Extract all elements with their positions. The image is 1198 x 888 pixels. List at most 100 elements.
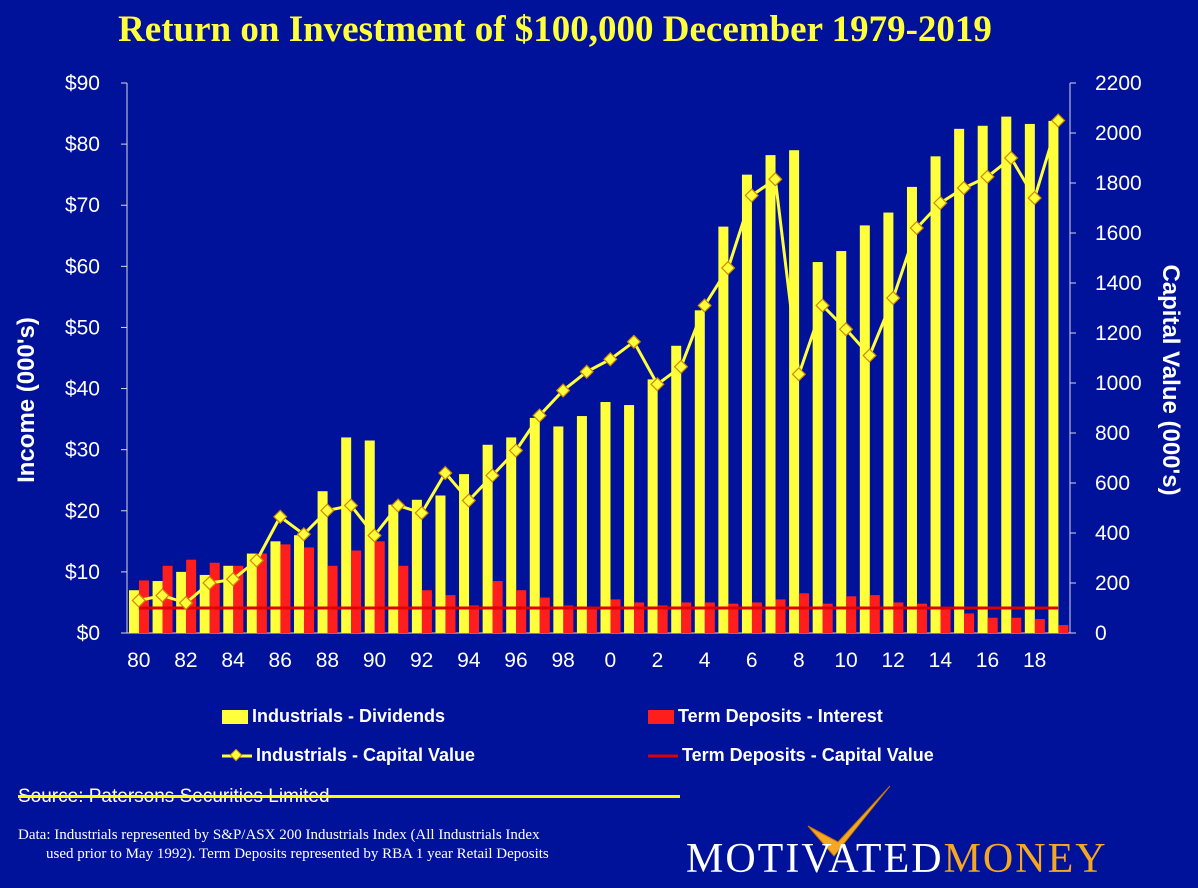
y-right-tick-label: 200: [1095, 572, 1130, 595]
dividend-bar: [741, 174, 752, 633]
y-left-tick-label: $60: [65, 255, 100, 278]
interest-bar: [610, 599, 621, 633]
capital-point: [532, 408, 547, 423]
dividend-bar: [765, 155, 776, 633]
capital-point: [744, 188, 759, 203]
dividend-bar: [270, 541, 281, 633]
line-series: [131, 113, 1066, 611]
dividend-bar: [1024, 123, 1035, 633]
dividend-bar: [859, 225, 870, 633]
logo-word-2: MONEY: [943, 836, 1108, 882]
interest-bar: [728, 603, 739, 633]
legend-label: Industrials - Capital Value: [256, 745, 476, 765]
capital-point: [155, 588, 170, 603]
capital-point: [697, 298, 712, 313]
capital-point: [438, 465, 453, 481]
dividend-bar: [459, 474, 470, 633]
y-left-tick-label: $0: [77, 622, 100, 645]
dividend-bar: [341, 437, 352, 633]
dividend-bar: [576, 416, 587, 633]
x-tick-label: 12: [882, 649, 905, 672]
capital-point: [1003, 150, 1019, 166]
capital-point: [485, 468, 500, 483]
x-tick-label: 18: [1023, 649, 1046, 672]
legend-item-deposits-capital: Term Deposits - Capital Value: [648, 745, 934, 766]
x-tick-label: 92: [410, 649, 433, 672]
dividend-bar: [812, 262, 823, 633]
legend-swatch-yellow-line: [222, 749, 252, 762]
capital-point: [555, 383, 571, 398]
interest-bar: [799, 593, 810, 633]
checkmark-logo-icon: [807, 785, 891, 857]
capital-point: [768, 172, 783, 187]
interest-bar: [634, 602, 645, 633]
x-tick-label: 90: [363, 649, 386, 672]
industrials-capital-line: [138, 120, 1060, 605]
capital-point: [390, 498, 406, 513]
dividend-bar: [1048, 120, 1059, 633]
capital-point: [815, 298, 830, 313]
interest-bar: [893, 602, 904, 633]
interest-bar: [256, 553, 267, 633]
dividend-bar: [223, 565, 234, 633]
capital-point: [249, 553, 264, 568]
capital-point: [956, 180, 972, 196]
x-tick-label: 6: [746, 649, 758, 672]
x-tick-label: 8: [793, 649, 805, 672]
dividend-bar: [294, 535, 305, 633]
dividend-bar: [694, 310, 705, 633]
interest-bar: [681, 602, 692, 633]
dividend-bar: [977, 125, 988, 634]
chart-title: Return on Investment of $100,000 Decembe…: [118, 9, 992, 50]
capital-point: [838, 322, 854, 337]
dividend-bar: [199, 574, 210, 633]
data-note: Data: Industrials represented by S&P/ASX…: [18, 826, 549, 864]
x-tick-label: 94: [457, 649, 481, 672]
capital-point: [273, 509, 288, 524]
interest-bar: [304, 547, 315, 633]
y-left-tick-label: $10: [65, 561, 100, 584]
capital-point: [508, 443, 524, 458]
capital-point: [603, 352, 618, 367]
y-right-tick-label: 1600: [1095, 222, 1142, 245]
x-tick-label: 16: [976, 649, 999, 672]
interest-bar: [586, 607, 597, 633]
dividend-bar: [411, 499, 422, 633]
interest-bar: [704, 602, 715, 633]
interest-bar: [421, 590, 432, 633]
dividend-bar: [906, 186, 917, 633]
x-tick-label: 96: [504, 649, 527, 672]
x-tick-label: 14: [929, 649, 953, 672]
dividend-bar: [553, 426, 564, 633]
capital-point: [343, 498, 359, 513]
capital-point: [650, 377, 665, 392]
bar-series: [129, 116, 1069, 634]
x-tick-label: 82: [174, 649, 197, 672]
dividend-bar: [246, 553, 257, 633]
x-tick-label: 0: [604, 649, 616, 672]
interest-bar: [869, 595, 880, 633]
data-note-line-1: Data: Industrials represented by S&P/ASX…: [18, 827, 540, 843]
dividend-bar: [836, 251, 847, 634]
y-left-tick-label: $70: [65, 194, 100, 217]
interest-bar: [280, 544, 291, 633]
interest-bar: [916, 603, 927, 633]
capital-point: [296, 527, 312, 542]
interest-bar: [469, 605, 480, 633]
interest-bar: [1058, 625, 1069, 633]
capital-point: [885, 290, 901, 306]
interest-bar: [987, 617, 998, 633]
interest-bar: [539, 597, 550, 633]
capital-point: [320, 503, 335, 518]
interest-bar: [327, 565, 338, 633]
interest-bar: [1034, 618, 1045, 633]
interest-bar: [563, 605, 574, 633]
x-tick-label: 10: [834, 649, 857, 672]
capital-point: [673, 359, 689, 374]
interest-bar: [775, 599, 786, 633]
x-tick-label: 84: [221, 649, 245, 672]
dividend-bar: [718, 226, 729, 633]
capital-point: [131, 593, 146, 608]
dividend-bar: [600, 402, 611, 633]
capital-point: [414, 505, 429, 521]
